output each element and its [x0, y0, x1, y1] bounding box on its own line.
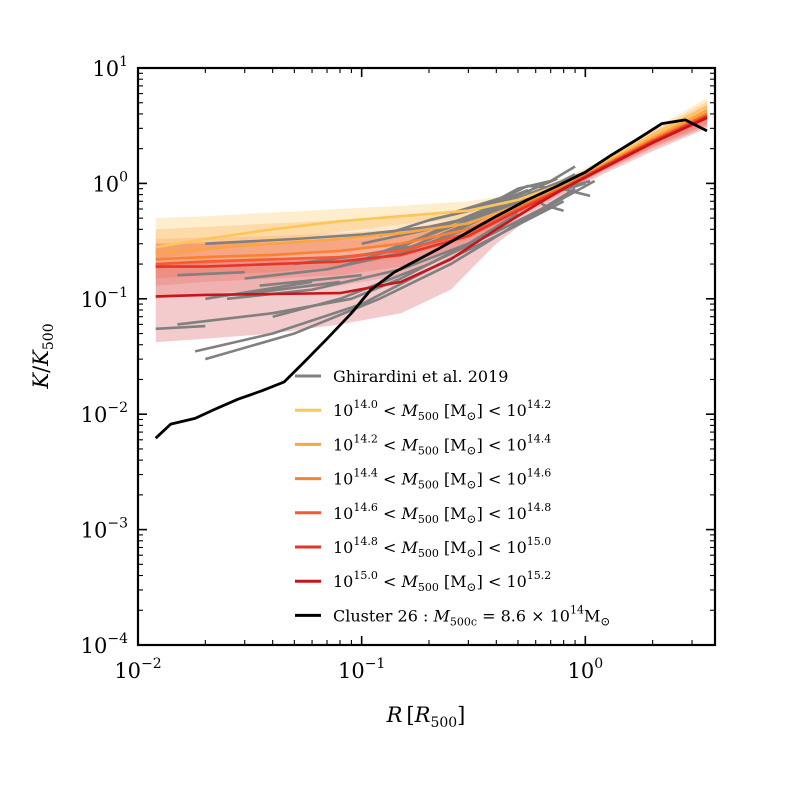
legend-cluster-label: Cluster 26 : M500c = 8.6 × 1014M⊙: [333, 603, 610, 628]
observation-line: [450, 179, 591, 215]
observation-line: [244, 280, 341, 296]
legend-mass-bin-label: 1014.4 < M500 [M⊙] < 1014.6: [333, 467, 551, 492]
band-3: [155, 105, 707, 286]
plot-frame: [136, 66, 717, 647]
observation-line: [259, 273, 362, 287]
observation-line: [272, 196, 565, 318]
x-tick-label: 10−1: [338, 656, 385, 683]
x-tick-label: 10−2: [114, 656, 161, 683]
observation-line: [155, 324, 206, 331]
y-tick-label: 10−3: [81, 516, 128, 543]
mass-bin-line-5: [155, 116, 708, 298]
x-axis-label: R [R500]: [386, 703, 466, 731]
y-axis-label: K/K500: [29, 323, 57, 389]
legend-mass-bin-label: 1014.2 < M500 [M⊙] < 1014.4: [333, 432, 551, 457]
observation-line: [205, 280, 313, 301]
observation-line: [194, 200, 565, 353]
observation-line: [177, 270, 245, 277]
tick-labels: 10−2 10−1 100 10−4 10−3 10−2 10−1 100 101: [81, 54, 604, 683]
y-tick-label: 10−2: [81, 400, 128, 427]
cluster-line: [154, 118, 708, 440]
legend-mass-bin-label: 1014.8 < M500 [M⊙] < 1015.0: [333, 535, 551, 560]
cluster-26-line: [154, 118, 708, 440]
legend: Ghirardini et al. 2019 1014.0 < M500 [M⊙]…: [295, 367, 610, 628]
x-tick-label: 100: [567, 656, 603, 683]
y-tick-label: 101: [92, 54, 128, 81]
legend-mass-bin-label: 1014.0 < M500 [M⊙] < 1014.2: [333, 398, 551, 423]
y-tick-label: 10−1: [81, 285, 128, 312]
mass-bin-line-0: [155, 106, 708, 249]
observation-line: [205, 216, 469, 245]
band-0: [155, 98, 707, 260]
legend-observations-label: Ghirardini et al. 2019: [333, 367, 508, 386]
legend-mass-bin-label: 1014.6 < M500 [M⊙] < 1014.8: [333, 501, 551, 526]
band-4: [155, 106, 707, 299]
legend-mass-bin-label: 1015.0 < M500 [M⊙] < 1015.2: [333, 569, 551, 594]
y-tick-label: 10−4: [81, 631, 128, 658]
axis-ticks: [137, 67, 715, 646]
y-tick-label: 100: [92, 169, 128, 196]
